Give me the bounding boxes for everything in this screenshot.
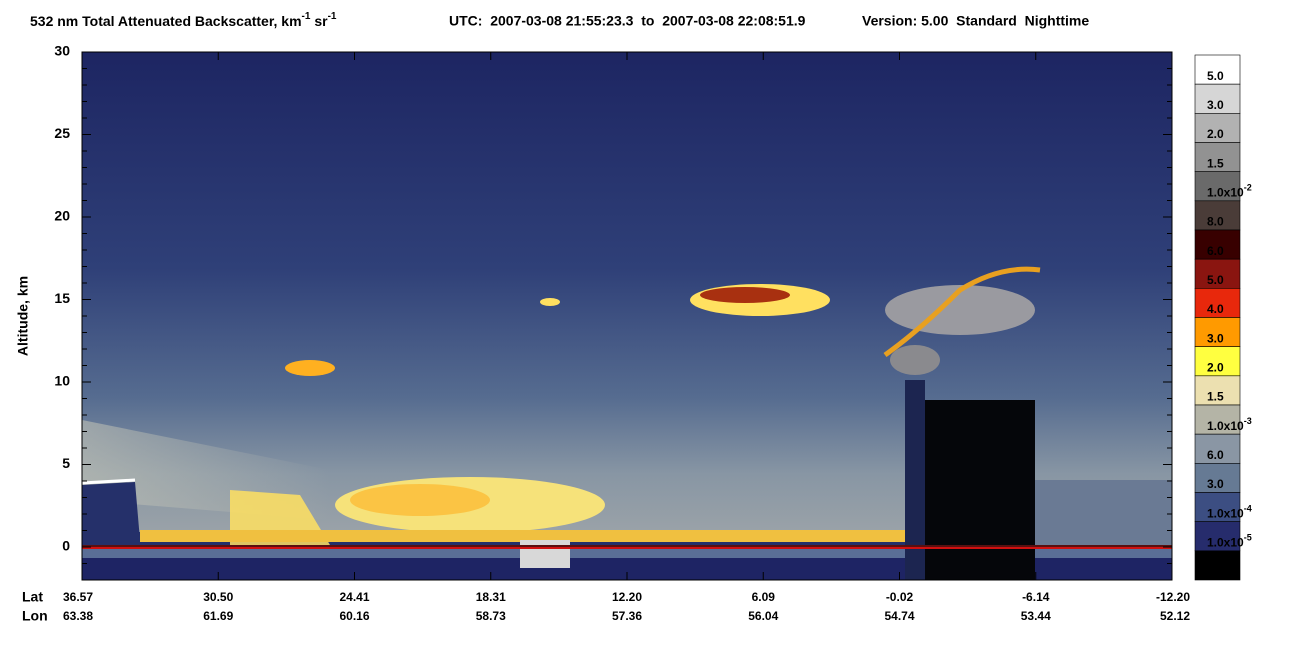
title-superscript: -1 [328, 11, 337, 22]
y-tick-label: 30 [54, 43, 70, 59]
x-tick-label-lat: 30.50 [203, 590, 233, 604]
colorbar-label-text: 1.0x10 [1207, 419, 1244, 433]
y-tick-label: 10 [54, 373, 70, 389]
title-part: sr [310, 13, 328, 29]
chart-title: 532 nm Total Attenuated Backscatter, km-… [30, 11, 337, 29]
colorbar-label: 8.0 [1207, 215, 1224, 229]
colorbar-swatch [1194, 492, 1241, 522]
x-tick-label-lon: 56.04 [748, 609, 778, 623]
x-tick-label-lon: 63.38 [63, 609, 93, 623]
x-row-label: Lat [22, 589, 43, 605]
x-tick-label-lon: 53.44 [1021, 609, 1051, 623]
colorbar-label: 1.5 [1207, 157, 1224, 171]
y-tick-label: 0 [62, 538, 70, 554]
colorbar-label-text: 1.5 [1207, 390, 1224, 404]
colorbar-label-text: 2.0 [1207, 127, 1224, 141]
colorbar-label: 5.0 [1207, 273, 1224, 287]
colorbar-label: 6.0 [1207, 448, 1224, 462]
x-tick-label-lat: -12.20 [1156, 590, 1190, 604]
colorbar-swatch [1194, 463, 1241, 493]
utc-range: UTC: 2007-03-08 21:55:23.3 to 2007-03-08… [449, 13, 806, 29]
y-tick-label: 25 [54, 125, 70, 141]
colorbar-label-text: 5.0 [1207, 273, 1224, 287]
colorbar-label-text: 4.0 [1207, 302, 1224, 316]
colorbar-swatch [1194, 258, 1241, 289]
y-tick-label: 5 [62, 455, 70, 471]
x-tick-label-lon: 58.73 [476, 609, 506, 623]
colorbar-label: 6.0 [1207, 244, 1224, 258]
colorbar-label-text: 3.0 [1207, 332, 1224, 346]
colorbar-label: 1.0x10-2 [1207, 183, 1252, 200]
colorbar-label-text: 6.0 [1207, 448, 1224, 462]
x-tick-label-lat: 24.41 [339, 590, 369, 604]
colorbar-label-text: 5.0 [1207, 69, 1224, 83]
colorbar-swatch [1194, 142, 1241, 172]
colorbar-label: 5.0 [1207, 69, 1224, 83]
colorbar-label: 3.0 [1207, 332, 1224, 346]
x-tick-label-lon: 52.12 [1160, 609, 1190, 623]
colorbar-label-text: 1.5 [1207, 157, 1224, 171]
x-tick-label-lat: -0.02 [886, 590, 914, 604]
colorbar-label: 2.0 [1207, 127, 1224, 141]
x-row-label: Lon [22, 608, 48, 624]
colorbar-label-exp: -3 [1244, 416, 1252, 426]
colorbar-label: 2.0 [1207, 361, 1224, 375]
colorbar-label: 4.0 [1207, 302, 1224, 316]
colorbar-label-text: 6.0 [1207, 244, 1224, 258]
x-tick-label-lat: -6.14 [1022, 590, 1050, 604]
colorbar-swatch [1194, 288, 1241, 318]
colorbar-swatch [1194, 229, 1241, 260]
colorbar-label-exp: -5 [1244, 533, 1252, 543]
x-tick-label-lon: 54.74 [884, 609, 914, 623]
title-superscript: -1 [302, 11, 311, 22]
x-tick-label-lat: 6.09 [752, 590, 776, 604]
colorbar-label: 1.5 [1207, 390, 1224, 404]
x-tick-label-lat: 36.57 [63, 590, 93, 604]
y-tick-label: 15 [54, 290, 70, 306]
colorbar-label-text: 3.0 [1207, 477, 1224, 491]
colorbar-swatch [1194, 404, 1241, 435]
colorbar-swatch [1194, 346, 1241, 377]
x-tick-label-lon: 57.36 [612, 609, 642, 623]
colorbar-label: 1.0x10-3 [1207, 416, 1252, 433]
y-axis-label: Altitude, km [15, 276, 31, 356]
y-tick-label: 20 [54, 208, 70, 224]
version: Version: 5.00 Standard Nighttime [862, 13, 1089, 29]
colorbar-label-text: 3.0 [1207, 98, 1224, 112]
colorbar-label: 1.0x10-4 [1207, 504, 1252, 521]
colorbar-label: 3.0 [1207, 477, 1224, 491]
colorbar-swatch [1194, 54, 1241, 85]
colorbar-swatch [1194, 200, 1241, 231]
colorbar-swatch [1194, 171, 1241, 202]
colorbar-swatch [1194, 521, 1241, 552]
colorbar-label: 3.0 [1207, 98, 1224, 112]
colorbar-label-text: 2.0 [1207, 361, 1224, 375]
colorbar-label-exp: -2 [1244, 183, 1252, 193]
colorbar-label-text: 8.0 [1207, 215, 1224, 229]
x-tick-label-lat: 18.31 [476, 590, 506, 604]
colorbar-swatch [1194, 83, 1241, 114]
colorbar-swatch [1194, 375, 1241, 406]
colorbar-label: 1.0x10-5 [1207, 533, 1252, 550]
x-tick-label-lat: 12.20 [612, 590, 642, 604]
x-tick-label-lon: 60.16 [339, 609, 369, 623]
colorbar-swatch [1194, 550, 1241, 581]
colorbar-label-text: 1.0x10 [1207, 186, 1244, 200]
title-part: 532 nm Total Attenuated Backscatter, km [30, 13, 302, 29]
colorbar-label-text: 1.0x10 [1207, 536, 1244, 550]
x-tick-label-lon: 61.69 [203, 609, 233, 623]
colorbar-label-exp: -4 [1244, 504, 1252, 514]
backscatter-image [81, 52, 1172, 580]
colorbar-label-text: 1.0x10 [1207, 507, 1244, 521]
colorbar-swatch [1194, 113, 1241, 143]
